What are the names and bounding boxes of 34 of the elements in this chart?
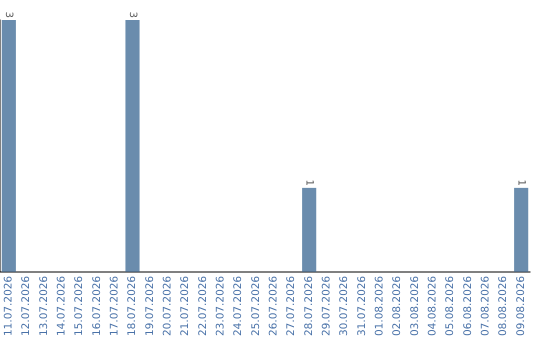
x-tick-label: 24.07.2026 xyxy=(232,276,244,336)
x-tick-label: 23.07.2026 xyxy=(214,276,227,336)
x-tick-label: 13.07.2026 xyxy=(38,276,50,336)
x-tick-label: 29.07.2026 xyxy=(320,276,333,336)
x-tick-label: 04.08.2026 xyxy=(426,276,439,336)
x-tick-label: 17.07.2026 xyxy=(108,276,121,336)
data-label: 1 xyxy=(304,180,315,186)
x-tick-label: 16.07.2026 xyxy=(90,276,103,336)
x-tick-label: 12.07.2026 xyxy=(20,276,32,336)
x-tick-label: 20.07.2026 xyxy=(162,276,174,336)
x-tick-label: 27.07.2026 xyxy=(285,276,298,336)
x-tick-label: 25.07.2026 xyxy=(250,276,262,336)
x-tick-label: 05.08.2026 xyxy=(444,276,456,336)
x-tick-label: 02.08.2026 xyxy=(391,276,404,336)
x-tick-label: 14.07.2026 xyxy=(56,276,68,336)
x-tick-label: 18.07.2026 xyxy=(126,276,138,336)
x-tick-label: 31.07.2026 xyxy=(356,276,368,336)
x-tick-label: 15.07.2026 xyxy=(73,276,86,336)
x-tick-label: 19.07.2026 xyxy=(144,276,156,336)
x-tick-label: 03.08.2026 xyxy=(408,276,421,336)
x-tick-label: 09.08.2026 xyxy=(514,276,527,336)
data-label: 3 xyxy=(126,12,138,18)
x-tick-label: 08.08.2026 xyxy=(497,276,510,336)
x-tick-label: 01.08.2026 xyxy=(374,276,386,336)
x-tick-label: 28.07.2026 xyxy=(302,276,315,336)
x-tick-label: 11.07.2026 xyxy=(2,276,15,336)
data-label: 3 xyxy=(3,12,14,18)
x-tick-label: 22.07.2026 xyxy=(196,276,209,336)
x-tick-label: 06.08.2026 xyxy=(462,276,474,336)
x-tick-label: 21.07.2026 xyxy=(179,276,192,336)
data-label: 1 xyxy=(516,180,527,186)
x-tick-label: 07.08.2026 xyxy=(480,276,492,336)
x-tick-label: 26.07.2026 xyxy=(268,276,280,336)
x-tick-label: 30.07.2026 xyxy=(338,276,350,336)
